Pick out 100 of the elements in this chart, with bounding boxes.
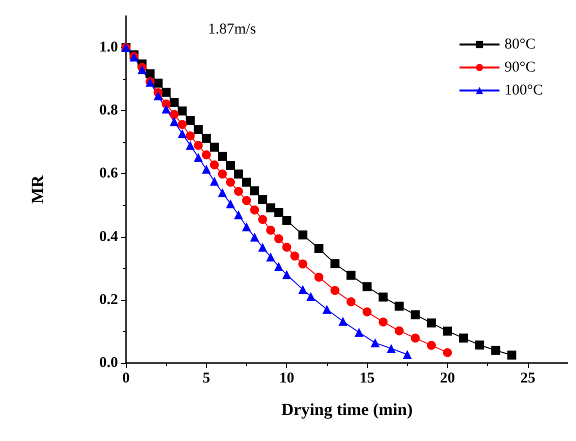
legend-label: 90°C: [504, 60, 536, 76]
point: [226, 199, 235, 208]
point: [170, 98, 179, 107]
point: [226, 161, 235, 170]
point: [266, 203, 276, 212]
point: [459, 334, 468, 343]
point: [178, 120, 187, 130]
legend-label: 80°C: [504, 36, 536, 52]
point: [186, 116, 195, 125]
point: [226, 178, 235, 187]
point: [258, 214, 268, 224]
point: [194, 152, 203, 162]
point: [194, 140, 203, 150]
point: [282, 270, 292, 280]
point: [442, 348, 452, 358]
y-tick-label: 0.6: [99, 166, 118, 182]
point: [146, 69, 155, 78]
point: [330, 286, 340, 295]
point: [442, 326, 452, 336]
point: [402, 350, 412, 359]
y-tick-label: 1.0: [99, 40, 118, 56]
point: [258, 195, 268, 204]
point: [218, 170, 227, 179]
point: [266, 252, 276, 262]
point: [386, 344, 396, 353]
x-tick-label: 15: [360, 370, 375, 386]
y-tick-label: 0.0: [99, 355, 118, 371]
point: [282, 242, 292, 252]
point: [314, 272, 324, 282]
point: [298, 259, 308, 268]
point: [210, 160, 219, 170]
point: [202, 134, 211, 143]
point: [170, 117, 179, 126]
point: [491, 346, 500, 355]
point: [346, 270, 356, 280]
y-tick-label: 0.2: [99, 292, 118, 308]
point: [330, 259, 340, 268]
point: [250, 206, 260, 214]
point: [138, 65, 147, 74]
point: [162, 88, 171, 97]
point: [346, 297, 356, 306]
point: [282, 216, 292, 225]
point: [426, 340, 436, 350]
point: [202, 164, 211, 174]
point: [507, 350, 516, 360]
point: [170, 110, 179, 119]
point: [370, 338, 380, 348]
point: [274, 208, 284, 218]
point: [194, 125, 203, 134]
point: [378, 292, 388, 302]
x-tick-label: 10: [279, 370, 294, 386]
y-axis-title: MR: [28, 174, 47, 204]
point: [178, 106, 187, 116]
point: [186, 131, 195, 140]
annotation: 1.87m/s: [208, 22, 256, 38]
point: [154, 78, 163, 88]
point: [410, 334, 420, 343]
x-axis-title: Drying time (min): [281, 400, 413, 419]
point: [234, 170, 244, 179]
point: [210, 176, 219, 186]
point: [362, 282, 372, 292]
x-tick-label: 5: [202, 370, 210, 386]
point: [394, 326, 404, 336]
point: [338, 316, 348, 326]
point: [234, 186, 244, 196]
point: [394, 302, 404, 311]
point: [162, 104, 171, 114]
point: [306, 292, 316, 301]
x-tick-label: 0: [122, 370, 130, 386]
point: [154, 91, 163, 100]
point: [202, 150, 211, 160]
legend-label: 100°C: [504, 82, 544, 98]
y-tick-label: 0.8: [99, 102, 118, 119]
point: [274, 234, 284, 244]
x-tick-label: 20: [440, 370, 455, 386]
point: [218, 152, 227, 161]
point: [242, 196, 252, 206]
point: [234, 210, 244, 220]
point: [314, 244, 324, 253]
point: [410, 310, 420, 320]
point: [274, 262, 284, 271]
point: [178, 129, 187, 138]
point: [210, 142, 219, 152]
point: [242, 222, 252, 232]
point: [258, 242, 268, 252]
point: [186, 140, 195, 150]
point: [378, 317, 388, 326]
point: [426, 318, 436, 328]
point: [322, 304, 332, 314]
point: [362, 307, 372, 316]
point: [354, 328, 364, 337]
point: [242, 178, 252, 187]
point: [266, 226, 276, 235]
point: [250, 186, 260, 196]
point: [218, 188, 227, 198]
y-tick-label: 0.4: [99, 228, 118, 245]
point: [298, 230, 308, 240]
point: [250, 232, 260, 242]
point: [298, 285, 308, 294]
point: [290, 252, 300, 261]
